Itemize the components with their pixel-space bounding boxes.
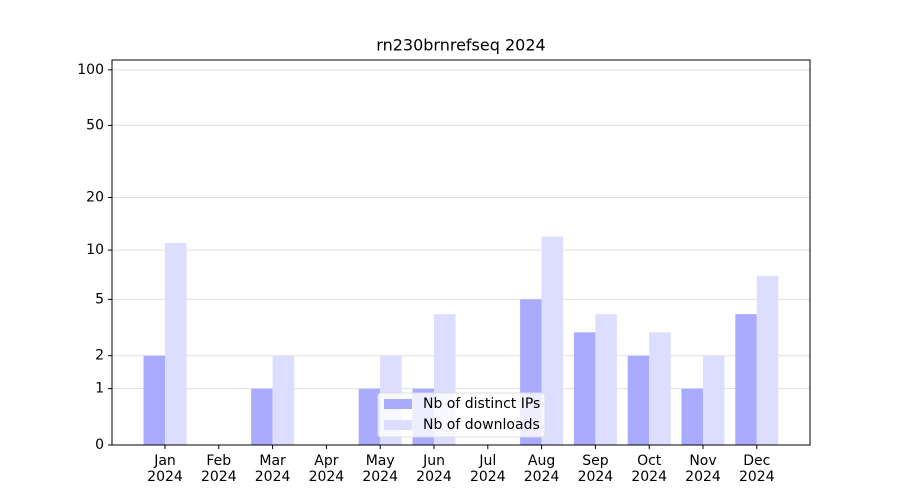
bar	[358, 388, 381, 445]
x-tick-label: Dec 2024	[738, 453, 775, 485]
x-tick-label: Oct 2024	[631, 453, 667, 485]
y-tick-label: 10	[86, 242, 104, 258]
y-tick-label: 2	[95, 348, 104, 364]
bar	[681, 388, 703, 445]
bar	[627, 355, 650, 445]
x-tick-label: Aug 2024	[523, 453, 560, 485]
bar	[251, 388, 273, 445]
x-tick-label: Apr 2024	[308, 453, 345, 485]
legend-swatch	[384, 420, 412, 430]
plot-frame	[111, 59, 811, 446]
grid	[112, 69, 810, 446]
bar	[541, 236, 564, 445]
bar	[165, 243, 187, 445]
x-tick-label: Jul 2024	[469, 453, 506, 485]
x-tick-label: Jan 2024	[147, 453, 183, 485]
y-tick-label: 20	[86, 190, 104, 206]
y-tick-label: 100	[77, 62, 104, 78]
x-tick-label: Jun 2024	[416, 453, 452, 485]
x-tick-label: May 2024	[362, 453, 398, 485]
y-tick-label: 0	[95, 437, 104, 453]
bar	[272, 355, 295, 445]
chart-title: rn230brnrefseq 2024	[376, 36, 545, 55]
legend-box	[377, 392, 546, 438]
legend-swatch	[384, 399, 412, 409]
bar	[649, 332, 671, 445]
x-tick-label: Mar 2024	[254, 453, 291, 485]
y-tick-label: 1	[95, 381, 104, 397]
bar	[735, 314, 757, 445]
legend: Nb of distinct IPs Nb of downloads	[377, 392, 546, 438]
bar	[703, 355, 725, 445]
x-tick-label: Nov 2024	[685, 453, 721, 485]
legend-label: Nb of distinct IPs	[423, 396, 540, 412]
y-tick-label: 5	[95, 291, 104, 307]
x-tick-label: Feb 2024	[200, 453, 237, 485]
bar	[143, 355, 165, 445]
bar	[595, 314, 617, 445]
bar	[573, 332, 596, 445]
legend-label: Nb of downloads	[423, 417, 540, 433]
x-tick-label: Sep 2024	[577, 453, 614, 485]
bar	[756, 275, 779, 445]
y-tick-label: 50	[86, 117, 104, 133]
